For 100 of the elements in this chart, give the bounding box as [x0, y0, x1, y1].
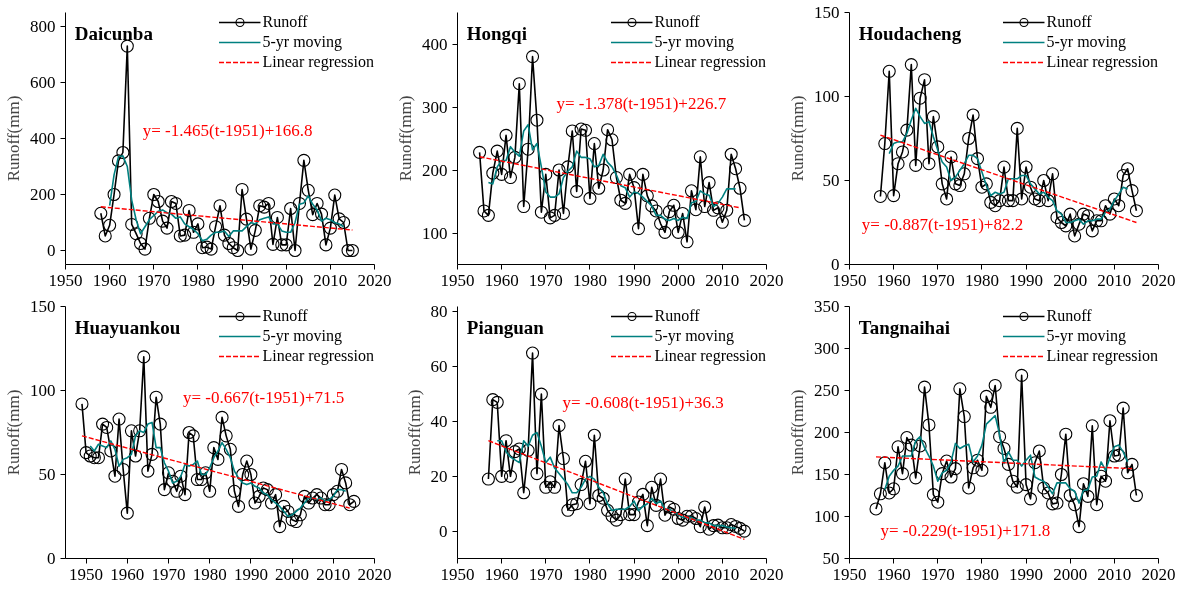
legend-label: Linear regression	[654, 53, 766, 71]
x-tick-label: 2020	[357, 564, 392, 584]
x-tick-label: 2000	[269, 270, 304, 290]
legend-label: 5-yr moving	[262, 33, 343, 51]
y-axis-title: Runoff(mm)	[4, 389, 23, 476]
legend-label: Linear regression	[654, 347, 766, 365]
legend-label: Runoff	[1046, 307, 1092, 325]
y-tick-label: 100	[814, 87, 840, 106]
y-tick-label: 800	[30, 17, 56, 36]
x-tick-label: 2010	[1097, 564, 1132, 584]
x-tick-label: 1970	[920, 564, 955, 584]
y-tick-label: 200	[814, 423, 840, 442]
x-tick-label: 2020	[357, 270, 392, 290]
y-tick-label: 200	[422, 160, 448, 180]
x-tick-label: 1950	[48, 270, 83, 290]
x-tick-label: 1970	[136, 270, 171, 290]
legend-label: Runoff	[654, 13, 700, 31]
legend-label: 5-yr moving	[262, 327, 343, 345]
legend-label: Runoff	[262, 13, 308, 31]
y-tick-label: 0	[47, 549, 56, 568]
x-tick-label: 1980	[180, 270, 215, 290]
x-tick-label: 1960	[876, 270, 911, 290]
y-tick-label: 100	[30, 381, 56, 400]
legend-label: Runoff	[654, 307, 700, 325]
x-tick-label: 2000	[1053, 564, 1088, 584]
text: Tangnaihai	[858, 316, 950, 338]
x-tick-label: 1970	[920, 270, 955, 290]
x-tick-label: 1950	[69, 564, 104, 584]
y-axis-title: Runoff(mm)	[4, 95, 23, 182]
y-tick-label: 60	[430, 357, 448, 377]
y-axis-title: Runoff(mm)	[788, 95, 807, 182]
y-tick-label: 50	[822, 171, 840, 190]
x-tick-label: 2010	[705, 564, 740, 584]
x-tick-label: 1950	[440, 270, 475, 290]
x-tick-label: 2020	[749, 564, 784, 584]
x-tick-label: 1960	[110, 564, 145, 584]
x-tick-label: 2000	[661, 270, 696, 290]
y-tick-label: 20	[430, 466, 448, 486]
legend-label: Linear regression	[262, 347, 374, 365]
x-tick-label: 1990	[617, 564, 652, 584]
x-tick-label: 2020	[1141, 564, 1176, 584]
x-tick-label: 2010	[316, 564, 351, 584]
x-tick-label: 1970	[528, 270, 563, 290]
y-axis-title: Runoff(mm)	[404, 389, 424, 476]
y-tick-label: 100	[814, 507, 840, 526]
y-tick-label: 200	[30, 185, 56, 204]
y-tick-label: 250	[814, 381, 840, 400]
annotation: y= -1.378(t-1951)+226.7	[556, 93, 727, 113]
x-tick-label: 1970	[528, 564, 563, 584]
legend-label: 5-yr moving	[1046, 327, 1127, 345]
x-tick-label: 2020	[1141, 270, 1176, 290]
x-tick-label: 1990	[1009, 270, 1044, 290]
y-tick-label: 150	[814, 3, 840, 22]
legend-label: Linear regression	[1046, 53, 1158, 71]
x-tick-label: 1980	[964, 564, 999, 584]
y-tick-label: 600	[30, 73, 56, 92]
x-tick-label: 2010	[313, 270, 348, 290]
y-tick-label: 0	[439, 521, 448, 541]
x-tick-label: 1960	[92, 270, 127, 290]
x-tick-label: 1990	[233, 564, 268, 584]
x-tick-label: 1970	[151, 564, 186, 584]
y-tick-label: 40	[430, 412, 448, 432]
y-tick-label: 0	[47, 241, 56, 260]
y-axis-title: Runoff(mm)	[788, 389, 807, 476]
x-tick-label: 1960	[876, 564, 911, 584]
x-tick-label: 1960	[484, 564, 519, 584]
y-tick-label: 350	[814, 297, 840, 316]
legend-label: Runoff	[262, 307, 308, 325]
y-tick-label: 400	[422, 34, 448, 54]
y-tick-label: 150	[30, 297, 56, 316]
x-tick-label: 1990	[225, 270, 260, 290]
legend-label: 5-yr moving	[654, 327, 735, 345]
x-tick-label: 1960	[484, 270, 519, 290]
y-tick-label: 100	[422, 223, 448, 243]
legend-label: 5-yr moving	[1046, 33, 1127, 51]
legend-label: 5-yr moving	[654, 33, 735, 51]
text: Houdacheng	[858, 22, 962, 44]
x-tick-label: 1990	[1009, 564, 1044, 584]
text: Hongqi	[466, 22, 527, 44]
legend-label: Runoff	[1046, 13, 1092, 31]
y-tick-label: 50	[38, 465, 56, 484]
x-tick-label: 2020	[749, 270, 784, 290]
x-tick-label: 2000	[275, 564, 310, 584]
annotation: y= -0.667(t-1951)+71.5	[182, 387, 345, 407]
x-tick-label: 1980	[192, 564, 227, 584]
legend-label: Linear regression	[262, 53, 374, 71]
x-tick-label: 1980	[572, 270, 607, 290]
annotation: y= -0.887(t-1951)+82.2	[861, 214, 1024, 234]
legend-label: Linear regression	[1046, 347, 1158, 365]
annotation: y= -0.608(t-1951)+36.3	[562, 392, 724, 412]
x-tick-label: 2010	[1097, 270, 1132, 290]
text: Huayuankou	[74, 316, 181, 338]
x-tick-label: 2000	[1053, 270, 1088, 290]
annotation: y= -0.229(t-1951)+171.8	[880, 521, 1051, 541]
text: Daicunba	[74, 22, 154, 44]
text: Pianguan	[466, 316, 545, 338]
y-tick-label: 300	[814, 339, 840, 358]
x-tick-label: 1980	[572, 564, 607, 584]
x-tick-label: 1980	[964, 270, 999, 290]
y-tick-label: 80	[430, 302, 448, 322]
